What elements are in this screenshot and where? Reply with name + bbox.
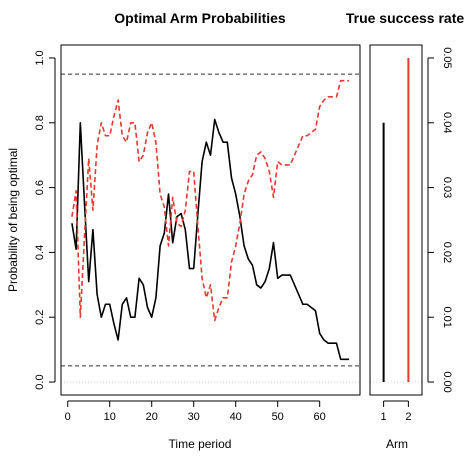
left-x-axis-title: Time period: [169, 437, 232, 451]
right-plot-frame: [369, 44, 423, 396]
left-y-tick-label: 0.6: [34, 180, 46, 195]
series-arm-1-line: [71, 118, 350, 361]
left-y-tick-label: 0.2: [34, 310, 46, 325]
left-y-tick-label: 0.0: [34, 374, 46, 389]
right-y-tick-label: 0.00: [441, 371, 453, 392]
left-x-tick-label: 30: [188, 411, 200, 423]
left-chart-title: Optimal Arm Probabilities: [114, 10, 286, 26]
right-y-tick-label: 0.04: [441, 112, 453, 133]
right-chart-title: True success rate: [346, 10, 465, 26]
left-x-tick-label: 10: [104, 411, 116, 423]
left-plot-frame: [60, 44, 361, 396]
right-x-tick-label: 2: [405, 411, 411, 423]
series-arm-2-line: [71, 79, 350, 322]
right-panel: True success rate Arm 1 2 0.00 0.01 0.02 0.03…: [346, 10, 465, 451]
left-x-tick-label: 50: [272, 411, 284, 423]
left-x-tick-label: 0: [65, 411, 71, 423]
left-y-tick-label: 1.0: [34, 50, 46, 65]
left-plot-area: 0 10 20 30 40 50 60 0.0 0.2 0.4 0.6 0.8 1.0: [34, 50, 360, 423]
right-plot-area: 1 2 0.00 0.01 0.02 0.03 0.04 0.05: [370, 47, 453, 423]
right-panel-viewport: True success rate Arm 1 2 0.00 0.01 0.02 0.03…: [346, 10, 465, 451]
left-y-tick-label: 0.8: [34, 115, 46, 130]
right-y-tick-label: 0.01: [441, 307, 453, 328]
left-panel: Optimal Arm Probabilities Time period Pr…: [6, 10, 361, 451]
left-x-tick-label: 20: [146, 411, 158, 423]
right-x-tick-label: 1: [381, 411, 387, 423]
left-y-axis-title: Probability of being optimal: [6, 148, 20, 292]
left-x-tick-label: 60: [314, 411, 326, 423]
left-x-tick-label: 40: [230, 411, 242, 423]
right-x-axis-title: Arm: [386, 437, 408, 451]
right-y-tick-label: 0.03: [441, 177, 453, 198]
right-y-tick-label: 0.02: [441, 242, 453, 263]
right-y-tick-label: 0.05: [441, 47, 453, 68]
left-y-tick-label: 0.4: [34, 245, 46, 260]
